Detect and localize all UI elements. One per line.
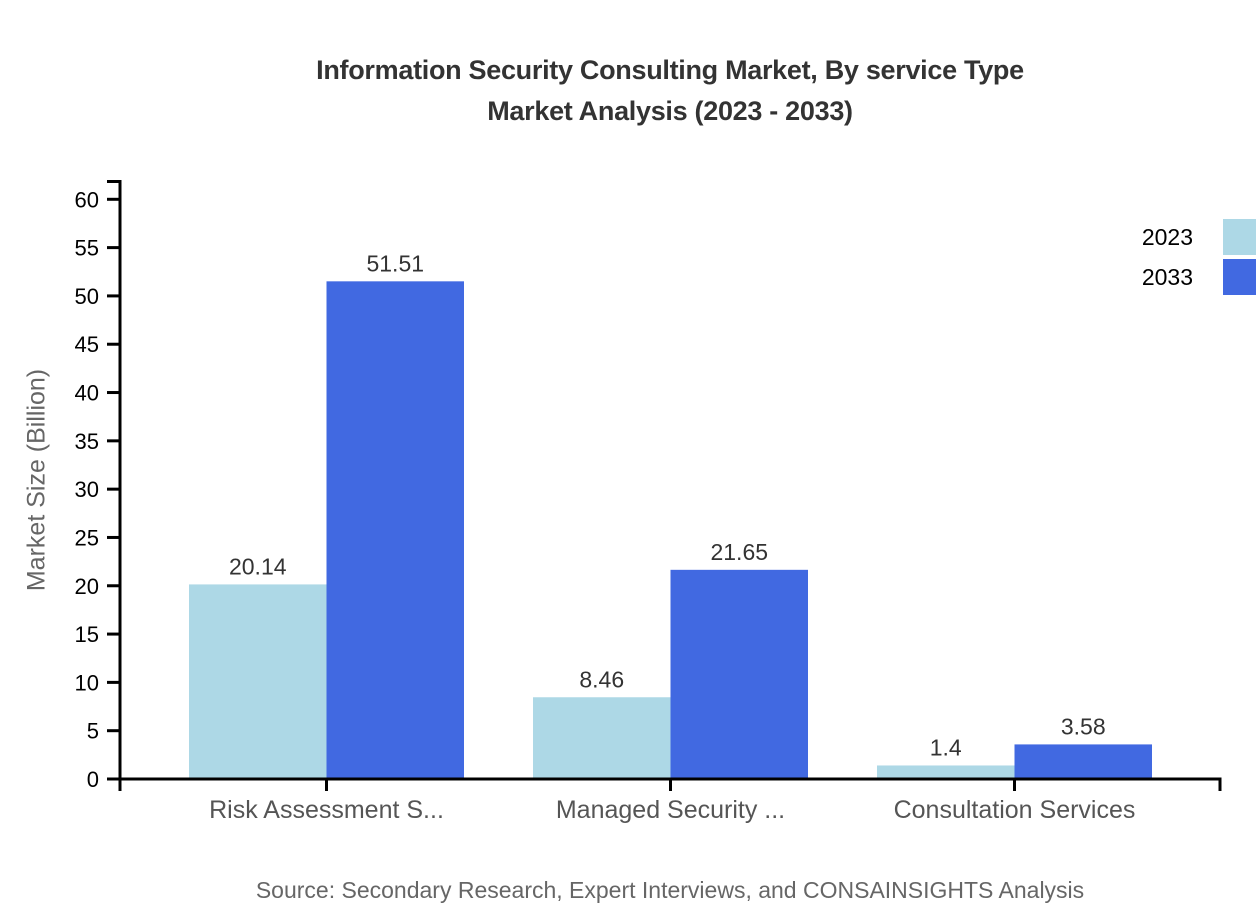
bar-2023-2 [533, 697, 671, 779]
x-category-label: Risk Assessment S... [209, 796, 444, 824]
bar-2033-1 [326, 281, 464, 779]
legend-item-2023: 2023 [1142, 219, 1256, 255]
legend-swatch [1223, 219, 1256, 255]
y-tick-label: 20 [75, 574, 99, 599]
bar-value-label: 8.46 [579, 666, 624, 692]
y-tick-label: 5 [87, 719, 99, 744]
y-tick-label: 30 [75, 477, 99, 502]
legend: 2023 2033 [1142, 219, 1256, 295]
chart-title: Information Security Consulting Market, … [120, 50, 1220, 132]
y-tick-label: 15 [75, 622, 99, 647]
x-category-label: Managed Security ... [556, 796, 785, 824]
y-tick-label: 40 [75, 381, 99, 406]
source-note: Source: Secondary Research, Expert Inter… [255, 877, 1085, 903]
x-category-label: Consultation Services [894, 796, 1136, 824]
bar-value-label: 51.51 [366, 250, 424, 276]
bar-value-label: 1.4 [930, 734, 962, 760]
legend-label: 2023 [1141, 223, 1193, 250]
chart-title-line1: Information Security Consulting Market, … [316, 55, 1024, 85]
y-tick-label: 25 [75, 525, 99, 550]
y-tick-label: 35 [75, 429, 99, 454]
y-tick-label: 10 [75, 670, 99, 695]
legend-item-2033: 2033 [1142, 259, 1256, 295]
legend-swatch [1223, 259, 1256, 295]
chart-title-line2: Market Analysis (2023 - 2033) [487, 96, 853, 126]
y-tick-label: 50 [75, 284, 99, 309]
bar-2033-2 [670, 569, 808, 779]
bar-2023-3 [877, 765, 1015, 779]
y-tick-label: 0 [87, 767, 99, 792]
y-axis-title: Market Size (Billion) [22, 368, 51, 592]
legend-label: 2033 [1141, 263, 1193, 290]
bar-value-label: 21.65 [710, 539, 768, 565]
y-tick-label: 60 [75, 187, 99, 212]
y-tick-label: 45 [75, 332, 99, 357]
bar-2033-3 [1014, 744, 1152, 779]
bar-2023-1 [189, 584, 327, 779]
bar-value-label: 20.14 [229, 553, 287, 579]
y-tick-label: 55 [75, 236, 99, 261]
bar-value-label: 3.58 [1061, 713, 1106, 739]
